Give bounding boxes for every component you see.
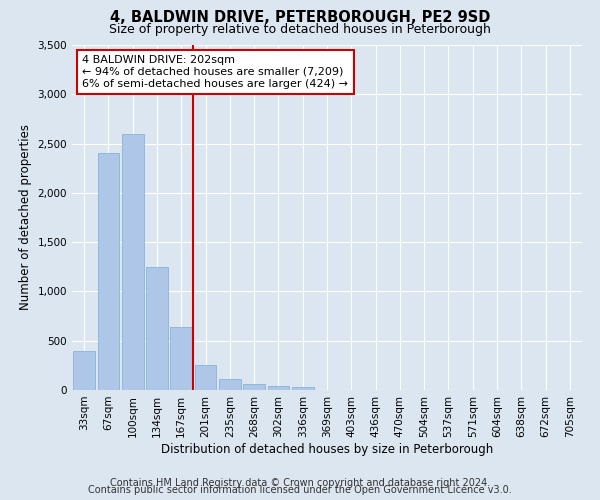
Bar — [219, 379, 241, 390]
Bar — [243, 384, 265, 390]
Bar — [146, 267, 168, 390]
X-axis label: Distribution of detached houses by size in Peterborough: Distribution of detached houses by size … — [161, 442, 493, 456]
Bar — [194, 366, 217, 390]
Bar — [122, 134, 143, 390]
Text: 4, BALDWIN DRIVE, PETERBOROUGH, PE2 9SD: 4, BALDWIN DRIVE, PETERBOROUGH, PE2 9SD — [110, 10, 490, 25]
Bar — [170, 327, 192, 390]
Bar — [97, 154, 119, 390]
Text: Size of property relative to detached houses in Peterborough: Size of property relative to detached ho… — [109, 22, 491, 36]
Text: Contains public sector information licensed under the Open Government Licence v3: Contains public sector information licen… — [88, 485, 512, 495]
Bar — [292, 387, 314, 390]
Text: 4 BALDWIN DRIVE: 202sqm
← 94% of detached houses are smaller (7,209)
6% of semi-: 4 BALDWIN DRIVE: 202sqm ← 94% of detache… — [82, 56, 348, 88]
Y-axis label: Number of detached properties: Number of detached properties — [19, 124, 32, 310]
Bar — [268, 386, 289, 390]
Bar — [73, 350, 95, 390]
Text: Contains HM Land Registry data © Crown copyright and database right 2024.: Contains HM Land Registry data © Crown c… — [110, 478, 490, 488]
